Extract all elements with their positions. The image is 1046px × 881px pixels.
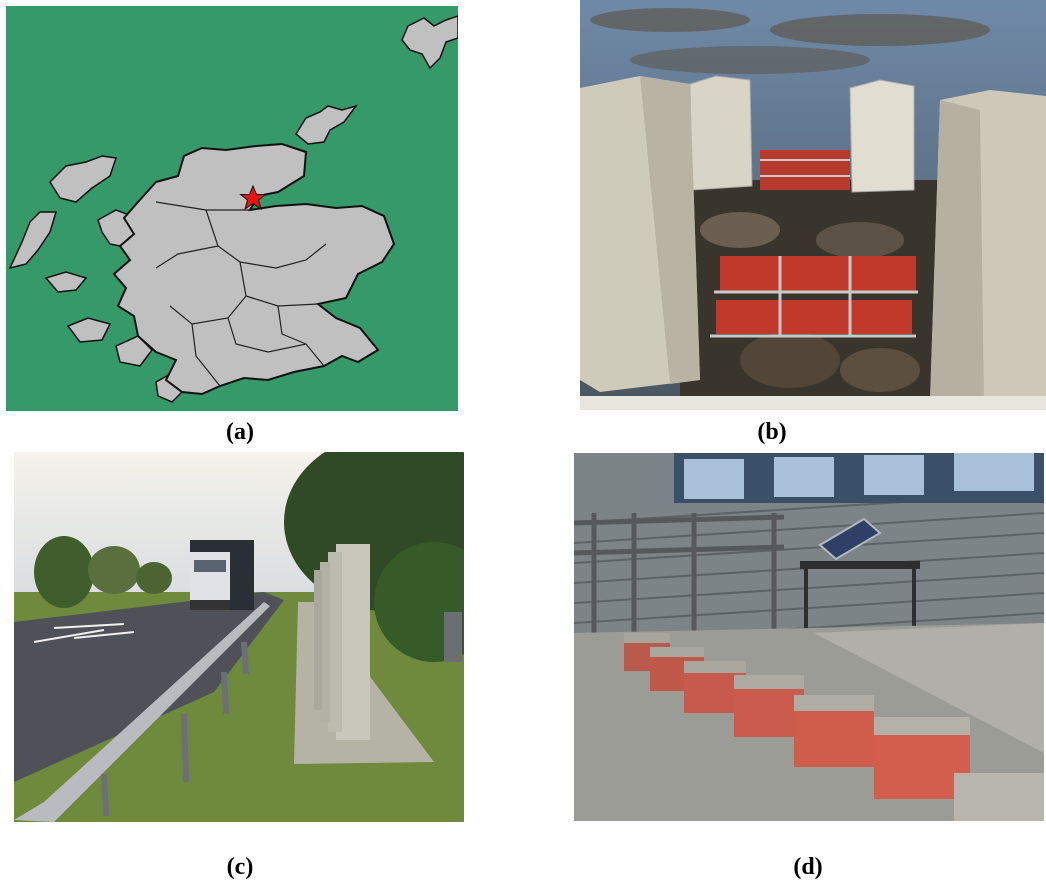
panel-b-photo: [580, 0, 1046, 410]
location-star-icon: [239, 184, 267, 211]
caption-b: (b): [757, 419, 787, 445]
panel-c-photo: [14, 452, 464, 822]
caption-d: (d): [793, 854, 823, 880]
panel-a-map: [6, 6, 458, 411]
panel-d-photo: [574, 453, 1044, 821]
caption-c: (c): [226, 854, 254, 880]
caption-a: (a): [226, 419, 254, 445]
